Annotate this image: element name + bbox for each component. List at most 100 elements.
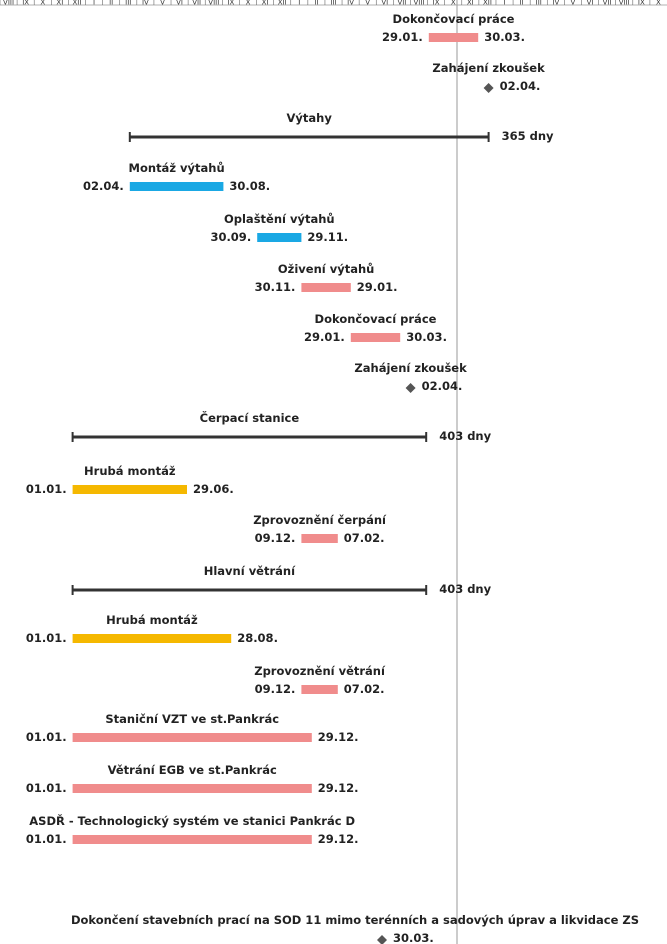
task-end-label: 29.01. bbox=[357, 280, 398, 294]
task-name-label: Staniční VZT ve st.Pankrác bbox=[105, 712, 279, 726]
task-end-label: 30.03. bbox=[406, 330, 447, 344]
timescale-month-label: VII bbox=[397, 0, 406, 7]
timescale-month-label: IX bbox=[227, 0, 234, 7]
timescale-month-label: V bbox=[571, 0, 576, 7]
gantt-row: Hlavní větrání 403 dny bbox=[71, 564, 492, 596]
task-name-label: Zprovoznění větrání bbox=[254, 664, 386, 678]
timescale-month-label: XII bbox=[72, 0, 81, 7]
timescale-month-label: II bbox=[314, 0, 318, 7]
timescale-month-label: VII bbox=[603, 0, 612, 7]
task-end-label: 29.12. bbox=[318, 730, 359, 744]
timescale-month-label: IV bbox=[347, 0, 354, 7]
task-bar bbox=[301, 283, 351, 292]
gantt-row: ASDŘ - Technologický systém ve stanici P… bbox=[26, 813, 359, 846]
timescale-month-label: I bbox=[503, 0, 505, 7]
timescale-month-label: II bbox=[109, 0, 113, 7]
gantt-row: Oplaštění výtahů 30.09. 29.11. bbox=[210, 212, 348, 244]
summary-name-label: Čerpací stanice bbox=[200, 410, 300, 425]
timescale-band bbox=[0, 0, 667, 5]
task-end-label: 07.02. bbox=[344, 531, 385, 545]
task-bar bbox=[301, 685, 338, 694]
milestone-diamond bbox=[377, 935, 387, 944]
summary-name-label: Výtahy bbox=[287, 111, 333, 125]
gantt-row: Zahájení zkoušek 02.04. bbox=[432, 61, 545, 93]
task-end-label: 30.08. bbox=[229, 179, 270, 193]
timescale-month-label: IX bbox=[433, 0, 440, 7]
timescale-month-label: I bbox=[93, 0, 95, 7]
gantt-row: Staniční VZT ve st.Pankrác 01.01. 29.12. bbox=[26, 712, 359, 744]
task-end-label: 07.02. bbox=[344, 682, 385, 696]
timescale-month-label: VIII bbox=[619, 0, 630, 7]
gantt-row: Montáž výtahů 02.04. 30.08. bbox=[83, 161, 270, 193]
timescale-month-label: X bbox=[246, 0, 251, 7]
timescale-month-label: I bbox=[298, 0, 300, 7]
timescale-month-label: III bbox=[330, 0, 336, 7]
gantt-row: Dokončovací práce 29.01. 30.03. bbox=[382, 12, 525, 44]
timescale-month-label: VIII bbox=[3, 0, 14, 7]
task-bar bbox=[72, 485, 187, 494]
task-start-label: 29.01. bbox=[304, 330, 345, 344]
task-bar bbox=[301, 534, 338, 543]
milestone-name-label: Zahájení zkoušek bbox=[354, 361, 467, 375]
task-name-label: Oplaštění výtahů bbox=[224, 212, 335, 226]
timescale-month-label: IX bbox=[638, 0, 645, 7]
task-name-label: Hrubá montáž bbox=[106, 613, 198, 627]
task-end-label: 30.03. bbox=[484, 30, 525, 44]
task-bar bbox=[72, 835, 312, 844]
milestone-diamond bbox=[405, 383, 416, 393]
milestone-date-label: 30.03. bbox=[393, 931, 434, 944]
timescale-month-label: X bbox=[40, 0, 45, 7]
timescale-month-label: III bbox=[125, 0, 131, 7]
timescale-month-label: II bbox=[520, 0, 524, 7]
task-name-label: Oživení výtahů bbox=[278, 262, 374, 276]
gantt-row: Dokončení stavebních prací na SOD 11 mim… bbox=[71, 913, 639, 944]
timescale-month-label: X bbox=[656, 0, 661, 7]
milestone-name-label: Dokončení stavebních prací na SOD 11 mim… bbox=[71, 913, 639, 927]
task-name-label: Zprovoznění čerpání bbox=[253, 513, 387, 527]
task-bar bbox=[72, 784, 312, 793]
task-start-label: 29.01. bbox=[382, 30, 423, 44]
timescale-month-label: V bbox=[365, 0, 370, 7]
task-bar bbox=[257, 233, 302, 242]
task-start-label: 01.01. bbox=[26, 781, 67, 795]
task-end-label: 29.11. bbox=[307, 230, 348, 244]
timescale-month-label: VIII bbox=[414, 0, 425, 7]
task-bar bbox=[72, 634, 232, 643]
task-bar bbox=[428, 33, 479, 42]
task-end-label: 29.06. bbox=[193, 482, 234, 496]
timescale-month-label: VI bbox=[587, 0, 594, 7]
summary-name-label: Hlavní větrání bbox=[204, 564, 296, 578]
timescale-month-label: XI bbox=[56, 0, 63, 7]
task-start-label: 09.12. bbox=[255, 531, 296, 545]
milestone-name-label: Zahájení zkoušek bbox=[432, 61, 545, 75]
task-start-label: 01.01. bbox=[26, 832, 67, 846]
timescale-month-label: V bbox=[160, 0, 165, 7]
timescale-month-label: XI bbox=[262, 0, 269, 7]
timescale-month-label: VI bbox=[381, 0, 388, 7]
task-start-label: 01.01. bbox=[26, 482, 67, 496]
task-bar bbox=[350, 333, 401, 342]
gantt-row: Oživení výtahů 30.11. 29.01. bbox=[255, 262, 398, 294]
task-start-label: 30.09. bbox=[210, 230, 251, 244]
timescale-month-label: VIII bbox=[208, 0, 219, 7]
timescale-month-label: VI bbox=[176, 0, 183, 7]
task-bar bbox=[129, 182, 224, 191]
task-start-label: 02.04. bbox=[83, 179, 124, 193]
gantt-row: Čerpací stanice 403 dny bbox=[71, 410, 492, 443]
timescale-month-label: IX bbox=[22, 0, 29, 7]
gantt-row: Výtahy 365 dny bbox=[128, 111, 554, 143]
gantt-row: Zprovoznění větrání 09.12. 07.02. bbox=[254, 664, 386, 696]
task-end-label: 28.08. bbox=[237, 631, 278, 645]
task-end-label: 29.12. bbox=[318, 832, 359, 846]
milestone-date-label: 02.04. bbox=[422, 379, 463, 393]
timescale-month-label: VII bbox=[192, 0, 201, 7]
task-start-label: 01.01. bbox=[26, 730, 67, 744]
timescale-month-label: IV bbox=[142, 0, 149, 7]
task-name-label: Dokončovací práce bbox=[315, 312, 437, 326]
task-name-label: Větrání EGB ve st.Pankrác bbox=[108, 763, 277, 777]
summary-duration-label: 365 dny bbox=[502, 129, 554, 143]
task-name-label: ASDŘ - Technologický systém ve stanici P… bbox=[29, 813, 355, 828]
timescale-month-label: XI bbox=[467, 0, 474, 7]
gantt-row: Zprovoznění čerpání 09.12. 07.02. bbox=[253, 513, 387, 545]
